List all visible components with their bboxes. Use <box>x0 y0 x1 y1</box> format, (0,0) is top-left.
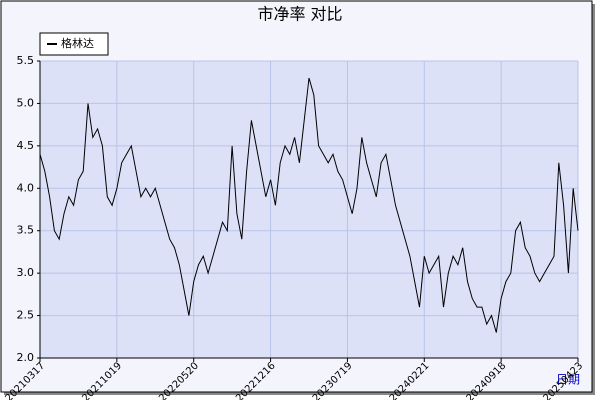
chart-title: 市净率 对比 <box>257 5 342 24</box>
x-axis-label: 日期 <box>556 373 580 387</box>
y-tick-label: 2.0 <box>17 351 35 364</box>
y-tick-label: 5.5 <box>17 54 35 67</box>
y-tick-label: 3.5 <box>17 224 35 237</box>
y-tick-label: 3.0 <box>17 266 35 279</box>
legend-label: 格林达 <box>61 36 94 50</box>
plot-area <box>40 61 578 358</box>
y-tick-label: 4.5 <box>17 139 35 152</box>
y-tick-label: 5.0 <box>17 96 35 109</box>
y-tick-label: 4.0 <box>17 181 35 194</box>
series-line <box>39 77 579 333</box>
y-tick-label: 2.5 <box>17 309 35 322</box>
legend-box <box>39 32 109 56</box>
